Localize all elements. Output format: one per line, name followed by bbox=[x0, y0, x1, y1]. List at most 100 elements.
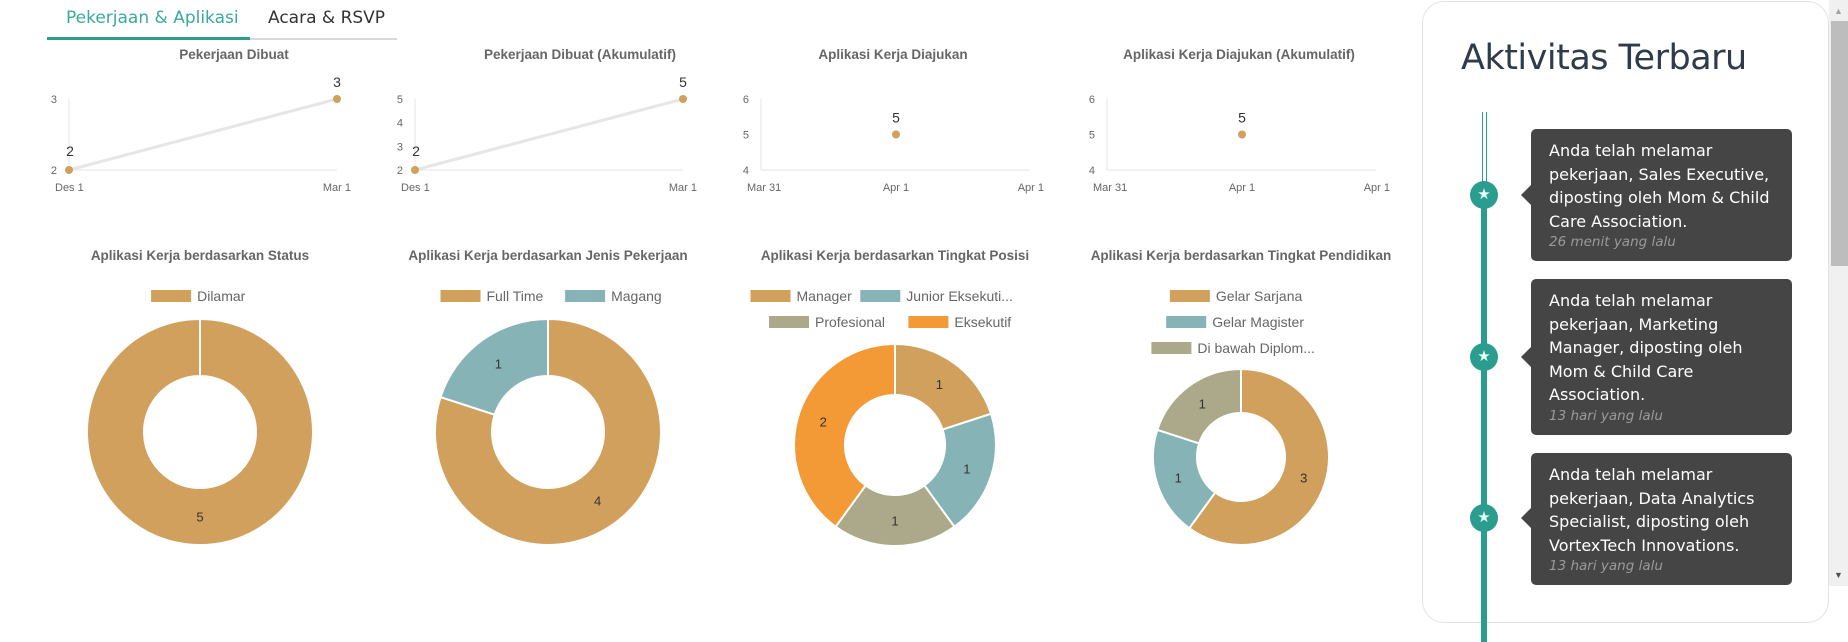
legend-label: Dilamar bbox=[197, 288, 246, 304]
donut-slice bbox=[1156, 367, 1242, 445]
data-label: 2 bbox=[412, 143, 420, 159]
x-tick-label: Apr 1 bbox=[883, 182, 909, 194]
y-tick-label: 3 bbox=[51, 94, 57, 106]
slice-label: 5 bbox=[196, 510, 203, 525]
legend-label: Eksekutif bbox=[954, 314, 1011, 330]
legend-label: Di bawah Diplom... bbox=[1197, 340, 1315, 356]
star-icon: ★ bbox=[1470, 504, 1498, 532]
y-tick-label: 2 bbox=[51, 165, 57, 177]
x-tick-label: Apr 1 bbox=[1229, 182, 1255, 194]
x-tick-label: Mar 31 bbox=[747, 182, 781, 194]
card-pointer bbox=[1521, 508, 1531, 528]
donut-slice bbox=[434, 317, 662, 546]
activity-time: 13 hari yang lalu bbox=[1549, 407, 1663, 424]
donut-slice bbox=[793, 342, 896, 529]
chart-title: Pekerjaan Dibuat (Akumulatif) bbox=[484, 47, 676, 62]
legend-swatch bbox=[860, 290, 901, 302]
data-point bbox=[679, 95, 687, 103]
data-label: 2 bbox=[66, 143, 74, 159]
chart-title: Aplikasi Kerja Diajukan bbox=[818, 47, 967, 62]
slice-label: 1 bbox=[1199, 397, 1206, 412]
slice-label: 3 bbox=[1300, 470, 1307, 485]
star-icon: ★ bbox=[1470, 181, 1498, 209]
activity-time: 13 hari yang lalu bbox=[1549, 558, 1663, 574]
slice-label: 1 bbox=[936, 377, 943, 392]
data-point bbox=[65, 166, 73, 174]
x-tick-label: Des 1 bbox=[401, 182, 430, 194]
chart-title: Aplikasi Kerja berdasarkan Jenis Pekerja… bbox=[408, 248, 687, 263]
activity-time: 26 menit yang lalu bbox=[1549, 234, 1676, 250]
y-tick-label: 4 bbox=[1089, 165, 1095, 177]
chart-title: Aplikasi Kerja berdasarkan Tingkat Pendi… bbox=[1091, 248, 1392, 263]
x-tick-label: Mar 1 bbox=[323, 182, 351, 194]
legend-swatch bbox=[769, 316, 809, 328]
x-tick-label: Apr 1 bbox=[1018, 182, 1044, 194]
legend-swatch bbox=[908, 316, 949, 328]
y-tick-label: 5 bbox=[397, 94, 403, 106]
y-tick-label: 5 bbox=[743, 130, 749, 142]
legend-swatch bbox=[1151, 342, 1192, 354]
donut-slice bbox=[834, 484, 956, 547]
tab-pekerjaan-aplikasi[interactable]: Pekerjaan & Aplikasi bbox=[66, 8, 239, 28]
scroll-down-arrow-icon[interactable]: ▼ bbox=[1834, 570, 1843, 580]
x-tick-label: Mar 1 bbox=[669, 182, 697, 194]
legend-label: Full Time bbox=[487, 288, 544, 304]
star-icon: ★ bbox=[1470, 343, 1498, 371]
data-point bbox=[892, 130, 900, 139]
legend-swatch bbox=[151, 290, 192, 302]
page-scrollbar[interactable]: ▲ ▼ bbox=[1829, 0, 1848, 586]
donut-slice bbox=[439, 317, 549, 416]
scroll-thumb[interactable] bbox=[1831, 21, 1848, 266]
chart-title: Pekerjaan Dibuat bbox=[179, 47, 289, 62]
donut-slice bbox=[894, 342, 993, 431]
activity-panel: Aktivitas Terbaru ★ Anda telah melamar p… bbox=[1422, 1, 1829, 642]
chart-title: Aplikasi Kerja berdasarkan Status bbox=[91, 248, 309, 263]
activity-text: Anda telah melamar pekerjaan, Sales Exec… bbox=[1549, 141, 1770, 231]
chart-title: Aplikasi Kerja berdasarkan Tingkat Posis… bbox=[761, 248, 1029, 263]
data-point bbox=[1238, 130, 1246, 139]
y-tick-label: 4 bbox=[397, 118, 403, 130]
activity-card[interactable]: Anda telah melamar pekerjaan, Marketing … bbox=[1521, 279, 1792, 435]
scroll-up-arrow-icon[interactable]: ▲ bbox=[1834, 6, 1843, 16]
timeline-line bbox=[1481, 192, 1487, 642]
data-point bbox=[333, 95, 341, 103]
legend-swatch bbox=[1166, 316, 1207, 328]
card-pointer bbox=[1521, 185, 1531, 205]
y-tick-label: 6 bbox=[1089, 94, 1095, 106]
data-label: 5 bbox=[679, 74, 687, 90]
slice-label: 1 bbox=[495, 357, 502, 372]
legend-label: Magang bbox=[611, 288, 662, 304]
tab-bar: Pekerjaan & Aplikasi Acara & RSVP bbox=[47, 0, 397, 40]
card-pointer bbox=[1521, 347, 1531, 367]
legend-label: Gelar Magister bbox=[1212, 314, 1304, 330]
activity-card[interactable]: Anda telah melamar pekerjaan, Data Analy… bbox=[1521, 453, 1792, 585]
activity-text: Anda telah melamar pekerjaan, Data Analy… bbox=[1549, 465, 1755, 555]
donut-slice bbox=[86, 317, 314, 546]
legend-label: Gelar Sarjana bbox=[1216, 288, 1303, 304]
timeline-line-top bbox=[1482, 112, 1487, 192]
data-label: 5 bbox=[892, 110, 900, 126]
tab-acara-rsvp[interactable]: Acara & RSVP bbox=[268, 8, 386, 28]
slice-label: 2 bbox=[820, 415, 827, 430]
legend-label: Manager bbox=[797, 288, 853, 304]
y-tick-label: 6 bbox=[743, 94, 749, 106]
activity-card[interactable]: Anda telah melamar pekerjaan, Sales Exec… bbox=[1521, 129, 1792, 261]
legend-swatch bbox=[565, 290, 606, 302]
slice-label: 1 bbox=[1175, 470, 1182, 485]
data-label: 3 bbox=[333, 74, 341, 90]
y-tick-label: 2 bbox=[397, 165, 403, 177]
slice-label: 4 bbox=[594, 493, 601, 508]
data-label: 5 bbox=[1238, 110, 1246, 126]
series-line bbox=[68, 97, 338, 172]
legend-label: Junior Eksekuti... bbox=[906, 288, 1013, 304]
y-tick-label: 4 bbox=[743, 165, 749, 177]
donut-slice bbox=[1187, 367, 1330, 546]
legend-swatch bbox=[440, 290, 481, 302]
x-tick-label: Mar 31 bbox=[1093, 182, 1127, 194]
series-line bbox=[414, 97, 684, 172]
slice-label: 1 bbox=[891, 514, 898, 529]
donut-slice bbox=[922, 412, 997, 529]
y-tick-label: 3 bbox=[397, 141, 403, 153]
legend-label: Profesional bbox=[815, 314, 885, 330]
